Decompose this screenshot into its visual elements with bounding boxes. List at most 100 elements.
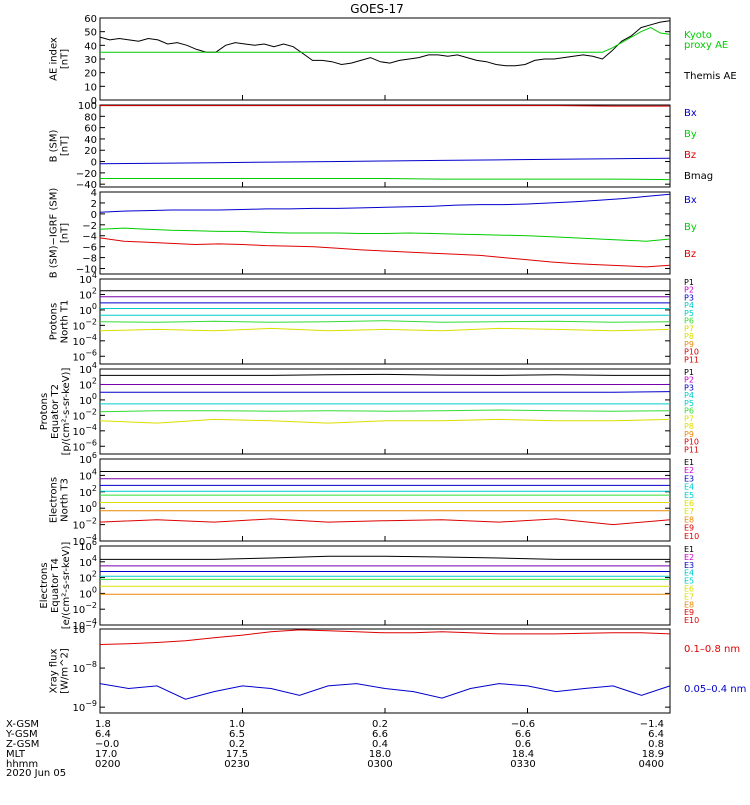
legend-item-E3: E3 xyxy=(684,561,694,570)
panel-frame xyxy=(99,545,671,626)
y-axis-label: B (SM)−IGRF (SM) xyxy=(49,188,60,279)
y-tick-exponent: −6 xyxy=(85,348,97,357)
legend-item-P3: P3 xyxy=(684,293,694,302)
y-tick-label: 0 xyxy=(91,158,97,169)
y-axis-label: North T1 xyxy=(60,300,71,344)
legend-item-P1: P1 xyxy=(684,368,694,377)
legend-item-Bz: Bz xyxy=(684,150,696,161)
y-tick-label: 0 xyxy=(91,96,97,107)
legend-item-Themis-AE: Themis AE xyxy=(683,71,737,82)
legend-item-P6: P6 xyxy=(684,317,694,326)
orbit-value: 0300 xyxy=(367,759,392,770)
legend-item-P8: P8 xyxy=(684,332,694,341)
panel-frame xyxy=(99,104,671,188)
legend-item-0-05-0-4-nm: 0.05–0.4 nm xyxy=(684,684,746,695)
series-line-Bz xyxy=(99,237,671,268)
y-axis-label: [nT] xyxy=(60,49,71,69)
series-line-By xyxy=(99,227,671,242)
y-tick-label: 60 xyxy=(84,124,97,135)
y-tick-label: −6 xyxy=(82,243,97,254)
y-tick-label: 100 xyxy=(79,500,97,515)
y-axis-label: Equator T4 xyxy=(50,558,61,613)
legend-item-E7: E7 xyxy=(684,507,694,516)
legend-item-P1: P1 xyxy=(684,278,694,287)
y-axis-label: Xray flux xyxy=(49,649,60,694)
y-axis-label: [e/(cm²-s-sr-keV)] xyxy=(61,542,72,630)
y-axis-label: [W/m^2] xyxy=(60,648,71,694)
y-tick-exponent: 2 xyxy=(92,376,97,385)
legend-item-proxy-AE: proxy AE xyxy=(684,40,728,51)
orbit-value: −1.4 xyxy=(640,719,664,730)
orbit-row-label: Z-GSM xyxy=(6,739,39,750)
series-line-P7 xyxy=(99,327,671,332)
y-tick-label: 4 xyxy=(91,188,97,199)
y-tick-label: 100 xyxy=(79,392,97,407)
chart-title: GOES-17 xyxy=(350,2,404,16)
y-axis-label: Electrons xyxy=(49,477,60,523)
series-line-Kyoto-proxy-AE xyxy=(100,27,671,53)
series-line-Bx xyxy=(99,193,671,213)
y-tick-label: 100 xyxy=(78,101,97,112)
y-tick-exponent: 2 xyxy=(92,286,97,295)
legend-item-E5: E5 xyxy=(684,491,694,500)
y-axis-label: AE index xyxy=(49,37,60,81)
orbit-value: 0.6 xyxy=(515,739,531,750)
y-tick-label: 10−2 xyxy=(72,317,97,332)
y-tick-label: −20 xyxy=(76,169,97,180)
legend-item-Bx: Bx xyxy=(684,108,697,119)
y-tick-label: 0 xyxy=(91,210,97,221)
orbit-value: 18.9 xyxy=(642,749,664,760)
y-tick-exponent: −6 xyxy=(85,438,97,447)
legend-item-E7: E7 xyxy=(684,592,694,601)
series-line-P6 xyxy=(99,418,671,424)
legend-item-P10: P10 xyxy=(684,438,699,447)
series-line-P6 xyxy=(99,320,671,323)
y-tick-exponent: −2 xyxy=(85,601,97,610)
legend-item-E5: E5 xyxy=(684,577,694,586)
y-axis-label: Protons xyxy=(39,393,50,430)
y-tick-label: 10 xyxy=(84,82,97,93)
orbit-value: 6.4 xyxy=(648,729,664,740)
y-tick-label: 102 xyxy=(79,286,97,301)
y-tick-label: 10−2 xyxy=(72,517,97,532)
legend-item-By: By xyxy=(684,129,697,140)
y-tick-label: 100 xyxy=(79,302,97,317)
y-tick-label: 50 xyxy=(84,28,97,39)
legend-item-P4: P4 xyxy=(684,391,694,400)
legend-item-P11: P11 xyxy=(684,355,699,364)
y-tick-label: 60 xyxy=(84,14,97,25)
y-tick-label: 102 xyxy=(79,376,97,391)
y-tick-label: 10−8 xyxy=(72,660,97,675)
series-line-Themis-AE xyxy=(99,20,671,67)
series-line-P1 xyxy=(100,373,670,376)
orbit-value: −0.0 xyxy=(95,739,119,750)
orbit-value: 0330 xyxy=(510,759,535,770)
y-tick-label: 102 xyxy=(79,570,97,585)
legend-item-P4: P4 xyxy=(684,301,694,310)
y-tick-exponent: 4 xyxy=(92,554,97,563)
orbit-value: 0.2 xyxy=(372,719,388,730)
y-tick-label: −40 xyxy=(76,180,97,191)
legend-item-0-1-0-8-nm: 0.1–0.8 nm xyxy=(684,644,740,655)
y-axis-label: North T3 xyxy=(60,478,71,522)
legend-item-E8: E8 xyxy=(684,515,694,524)
y-tick-label: 2 xyxy=(91,199,97,210)
y-tick-label: 40 xyxy=(84,41,97,52)
legend-item-P10: P10 xyxy=(684,348,699,357)
y-tick-exponent: 6 xyxy=(92,538,97,547)
orbit-value: 0200 xyxy=(95,759,120,770)
orbit-row-label: X-GSM xyxy=(6,719,39,730)
legend-item-P7: P7 xyxy=(684,324,694,333)
y-tick-exponent: 4 xyxy=(92,467,97,476)
series-line-0-1-0-8-nm xyxy=(99,629,671,645)
orbit-value: 1.0 xyxy=(229,719,245,730)
panel-frame xyxy=(99,628,671,714)
orbit-row-label: Y-GSM xyxy=(5,729,38,740)
series-line-0-05-0-4-nm xyxy=(99,683,671,700)
